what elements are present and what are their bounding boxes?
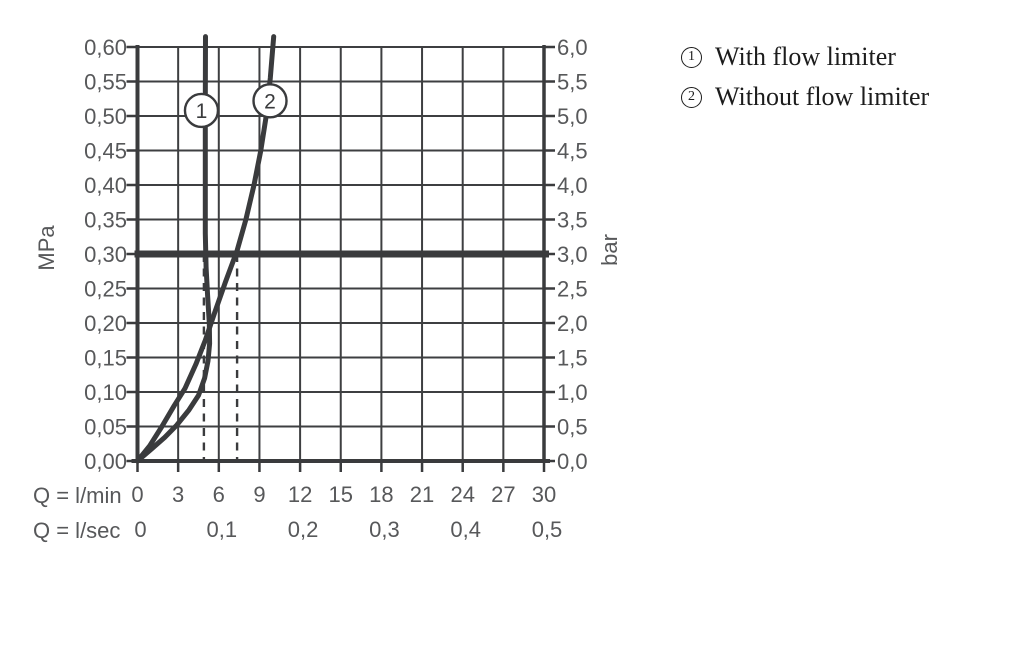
legend: 1 With flow limiter 2 Without flow limit… [681, 42, 930, 124]
y-left-tick-label: 0,50 [84, 104, 127, 129]
y-right-tick-label: 1,0 [557, 380, 588, 405]
x-axis-tick-label-lsec: 0,1 [207, 517, 238, 542]
x-axis-tick-label-lmin: 9 [253, 482, 265, 507]
y-right-tick-label: 6,0 [557, 35, 588, 60]
y-left-tick-label: 0,55 [84, 70, 127, 95]
y-left-tick-label: 0,15 [84, 346, 127, 371]
x-axis-tick-label-lsec: 0,5 [532, 517, 563, 542]
x-axis-row-label-lmin: Q = l/min [33, 483, 122, 508]
x-axis-tick-label-lmin: 12 [288, 482, 312, 507]
curve-marker-circle-2 [252, 83, 288, 119]
y-left-tick-label: 0,45 [84, 139, 127, 164]
x-axis-row-label-lsec: Q = l/sec [33, 518, 121, 543]
curve-without-flow-limiter [135, 34, 277, 464]
curve-marker-number-1: 1 [196, 100, 208, 123]
y-right-tick-label: 5,0 [557, 104, 588, 129]
x-axis-tick-label-lmin: 30 [532, 482, 556, 507]
y-left-tick-label: 0,40 [84, 173, 127, 198]
curve-with-flow-limiter [135, 34, 213, 464]
y-right-tick-label: 2,5 [557, 277, 588, 302]
curve-marker-number-2: 2 [264, 90, 276, 113]
y-right-tick-label: 3,0 [557, 242, 588, 267]
x-axis-tick-label-lmin: 18 [369, 482, 393, 507]
y-left-tick-label: 0,35 [84, 208, 127, 233]
x-axis-tick-label-lmin: 15 [329, 482, 353, 507]
y-left-tick-label: 0,05 [84, 415, 127, 440]
x-axis-tick-label-lmin: 0 [131, 482, 143, 507]
x-axis-tick-label-lsec: 0,2 [288, 517, 319, 542]
legend-item-without-flow-limiter: 2 Without flow limiter [681, 82, 930, 111]
x-axis-tick-label-lmin: 21 [410, 482, 434, 507]
y-left-tick-label: 0,25 [84, 277, 127, 302]
x-axis-tick-label-lmin: 24 [450, 482, 474, 507]
y-right-tick-label: 0,0 [557, 449, 588, 474]
y-left-tick-label: 0,20 [84, 311, 127, 336]
y-right-tick-label: 2,0 [557, 311, 588, 336]
y-right-tick-label: 0,5 [557, 415, 588, 440]
y-right-axis-unit: bar [597, 234, 622, 266]
y-right-tick-label: 5,5 [557, 70, 588, 95]
y-left-axis-unit: MPa [34, 225, 59, 271]
curve-marker-circle-1 [183, 92, 220, 129]
y-right-tick-label: 4,5 [557, 139, 588, 164]
y-right-tick-label: 3,5 [557, 208, 588, 233]
y-right-tick-label: 1,5 [557, 346, 588, 371]
x-axis-tick-label-lmin: 3 [172, 482, 184, 507]
legend-label: Without flow limiter [715, 82, 930, 111]
x-axis-tick-label-lsec: 0,4 [450, 517, 481, 542]
y-left-tick-label: 0,00 [84, 449, 127, 474]
x-axis-tick-label-lmin: 6 [213, 482, 225, 507]
y-left-tick-label: 0,30 [84, 242, 127, 267]
circled-1-icon: 1 [681, 46, 702, 68]
y-right-tick-label: 4,0 [557, 173, 588, 198]
x-axis-tick-label-lsec: 0,3 [369, 517, 400, 542]
circled-2-icon: 2 [681, 86, 702, 108]
x-axis-tick-label-lmin: 27 [491, 482, 515, 507]
legend-label: With flow limiter [715, 42, 896, 71]
legend-item-with-flow-limiter: 1 With flow limiter [681, 42, 929, 71]
x-axis-tick-label-lsec: 0 [134, 517, 146, 542]
y-left-tick-label: 0,60 [84, 35, 127, 60]
y-left-tick-label: 0,10 [84, 380, 127, 405]
